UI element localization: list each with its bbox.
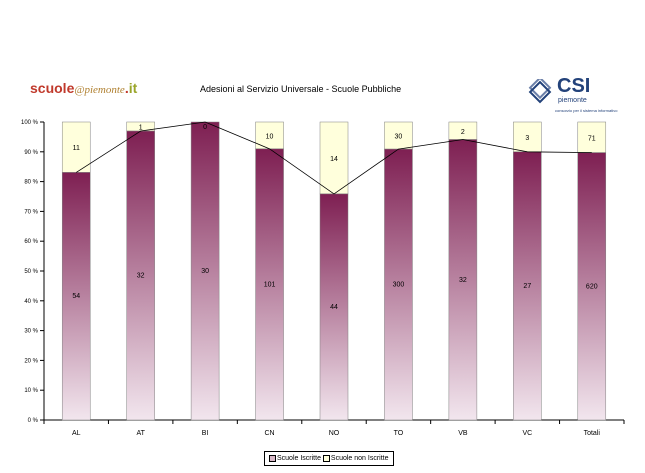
- data-label-non-iscritte: 11: [73, 145, 80, 152]
- data-label-non-iscritte: 3: [525, 135, 529, 142]
- data-label-non-iscritte: 2: [461, 129, 465, 136]
- data-label-iscritte: 27: [523, 283, 531, 290]
- bar-segment-iscritte: [255, 148, 284, 421]
- logo-text-dot: .: [124, 80, 129, 96]
- bar-segment-iscritte: [190, 121, 220, 421]
- bar-segment-non-iscritte: [384, 121, 413, 150]
- data-label-iscritte: 32: [137, 273, 145, 280]
- legend-label-non-iscritte: Scuole non Iscritte: [330, 455, 389, 462]
- bar-segment-iscritte: [61, 172, 91, 421]
- bar-segment-iscritte: [384, 148, 413, 421]
- bar-segment-non-iscritte: [319, 121, 349, 195]
- bar-segment-iscritte: [513, 151, 542, 421]
- legend-label-iscritte: Scuole Iscritte: [277, 455, 321, 462]
- y-tick-label: 70 %: [24, 209, 38, 215]
- chart-title: Adesioni al Servizio Universale - Scuole…: [200, 84, 402, 94]
- x-category-label: BI: [202, 430, 209, 437]
- x-category-label: TO: [394, 430, 404, 437]
- logo-text-piemonte: @piemonte: [74, 84, 125, 96]
- scuole-piemonte-logo: scuole@piemonte.it: [30, 80, 137, 102]
- data-label-non-iscritte: 14: [330, 156, 338, 163]
- data-label-iscritte: 54: [72, 293, 80, 300]
- bar-segment-non-iscritte: [513, 121, 542, 153]
- data-label-non-iscritte: 10: [266, 133, 274, 140]
- y-tick-label: 0 %: [28, 418, 39, 424]
- bar-segment-iscritte: [319, 193, 349, 421]
- data-label-non-iscritte: 0: [203, 124, 207, 131]
- y-tick-label: 30 %: [24, 329, 38, 335]
- bar-segment-iscritte: [448, 139, 478, 421]
- data-label-iscritte: 30: [201, 268, 209, 275]
- bar-segment-non-iscritte: [577, 121, 607, 153]
- y-tick-label: 90 %: [24, 150, 38, 156]
- csi-logo-name: CSI: [557, 75, 591, 97]
- x-category-label: VB: [458, 430, 468, 437]
- data-label-iscritte: 44: [330, 304, 338, 311]
- y-tick-label: 20 %: [24, 358, 38, 364]
- legend-swatch-iscritte: [269, 454, 276, 462]
- data-label-iscritte: 300: [393, 282, 405, 289]
- x-category-label: CN: [264, 430, 274, 437]
- x-category-label: AL: [72, 430, 81, 437]
- bar-segment-iscritte: [577, 152, 607, 421]
- y-tick-label: 40 %: [24, 299, 38, 305]
- bar-segment-iscritte: [126, 130, 155, 421]
- logo-text-it: it: [128, 80, 138, 96]
- data-label-iscritte: 620: [586, 283, 598, 290]
- bar-segment-non-iscritte: [255, 121, 284, 150]
- csi-piemonte-logo: CSI piemonte consorzio per il sistema in…: [527, 73, 627, 118]
- data-label-iscritte: 101: [264, 281, 276, 288]
- y-tick-label: 50 %: [24, 269, 38, 275]
- chart-legend: Scuole Iscritte Scuole non Iscritte: [264, 451, 394, 466]
- data-label-non-iscritte: 1: [139, 125, 143, 132]
- series-line-iscritte: [76, 121, 592, 195]
- x-category-label: AT: [136, 430, 145, 437]
- y-tick-label: 80 %: [24, 180, 38, 186]
- csi-mark-icon: [528, 79, 552, 104]
- data-label-non-iscritte: 71: [588, 135, 596, 142]
- csi-logo-tagline: consorzio per il sistema informativo: [555, 108, 618, 113]
- csi-logo-sub: piemonte: [558, 97, 587, 104]
- y-tick-label: 10 %: [24, 388, 38, 394]
- x-category-label: VC: [522, 430, 532, 437]
- logo-text-scuole: scuole: [30, 80, 75, 96]
- y-tick-label: 60 %: [24, 239, 38, 245]
- y-tick-label: 100 %: [21, 120, 39, 126]
- legend-swatch-non-iscritte: [322, 454, 330, 462]
- x-category-label: NO: [329, 430, 340, 437]
- data-label-iscritte: 32: [459, 277, 467, 284]
- data-label-non-iscritte: 30: [395, 134, 403, 141]
- x-category-label: Totali: [584, 430, 601, 437]
